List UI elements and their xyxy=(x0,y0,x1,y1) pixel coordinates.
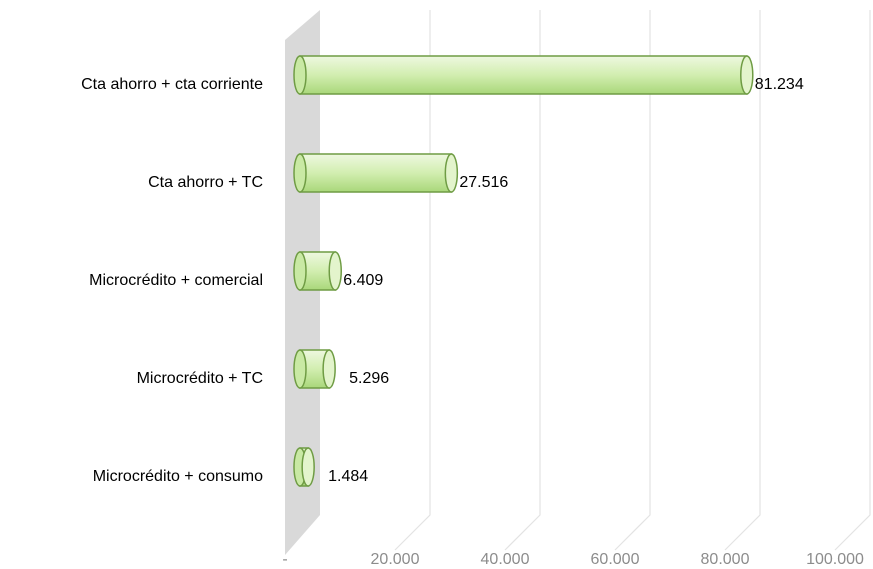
y-tick-label: Microcrédito + TC xyxy=(137,370,263,387)
y-tick-label: Cta ahorro + cta corriente xyxy=(81,76,263,93)
x-tick-label: 60.000 xyxy=(591,551,640,568)
value-label: 6.409 xyxy=(343,272,383,289)
y-tick-label: Microcrédito + consumo xyxy=(93,468,263,485)
bar-cap-end xyxy=(444,153,459,193)
x-tick-label: 80.000 xyxy=(701,551,750,568)
y-tick-label: Cta ahorro + TC xyxy=(148,174,263,191)
x-tick-label: 40.000 xyxy=(481,551,530,568)
grid-line xyxy=(724,10,761,551)
value-label: 27.516 xyxy=(459,174,508,191)
grid-line xyxy=(834,10,871,551)
x-tick-label: - xyxy=(282,551,287,568)
bar-cap-end xyxy=(740,55,754,95)
bar-cap-start xyxy=(293,349,307,389)
bar-cap-start xyxy=(293,251,307,291)
x-tick-label: 20.000 xyxy=(371,551,420,568)
bar-cap-end xyxy=(328,251,342,291)
bar-cap-start xyxy=(293,153,307,193)
value-label: 1.484 xyxy=(328,468,368,485)
y-tick-label: Microcrédito + comercial xyxy=(89,272,263,289)
value-label: 5.296 xyxy=(349,370,389,387)
grid-line xyxy=(614,10,651,551)
value-label: 81.234 xyxy=(755,76,804,93)
bar xyxy=(299,153,453,193)
bar xyxy=(299,55,748,95)
grid-line xyxy=(504,10,541,551)
x-tick-label: 100.000 xyxy=(806,551,864,568)
bar-cap-end xyxy=(322,349,336,389)
bar-cap-start xyxy=(293,55,307,95)
bar-cap-end xyxy=(301,447,315,487)
